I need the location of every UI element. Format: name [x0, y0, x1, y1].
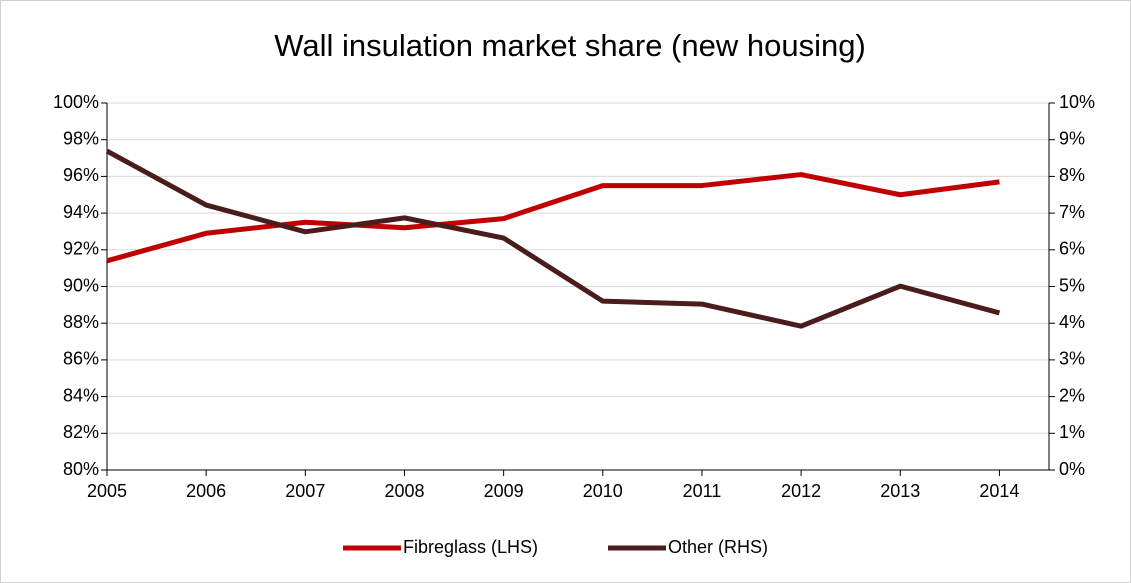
y2-tick-label: 6%	[1059, 239, 1085, 259]
y2-tick-label: 3%	[1059, 349, 1085, 369]
x-tick-label: 2012	[781, 481, 821, 501]
x-tick-label: 2009	[484, 481, 524, 501]
line-series	[106, 172, 1000, 264]
y2-tick-label: 7%	[1059, 202, 1085, 222]
x-tick-label: 2008	[384, 481, 424, 501]
y-tick-label: 92%	[63, 239, 99, 259]
y2-tick-label: 8%	[1059, 165, 1085, 185]
y2-tick-label: 0%	[1059, 459, 1085, 479]
y-tick-label: 86%	[63, 349, 99, 369]
line-series	[105, 148, 1001, 329]
x-tick-label: 2011	[683, 481, 722, 501]
y-tick-label: 80%	[63, 459, 99, 479]
x-tick-label: 2007	[285, 481, 325, 501]
y2-tick-label: 10%	[1059, 92, 1095, 112]
y2-tick-label: 1%	[1059, 422, 1085, 442]
y2-tick-label: 5%	[1059, 275, 1085, 295]
y-tick-label: 96%	[63, 165, 99, 185]
y2-tick-label: 2%	[1059, 385, 1085, 405]
x-tick-label: 2013	[880, 481, 920, 501]
chart-title: Wall insulation market share (new housin…	[274, 28, 866, 63]
y-tick-label: 94%	[63, 202, 99, 222]
y-tick-label: 82%	[63, 422, 99, 442]
y-tick-label: 88%	[63, 312, 99, 332]
y2-tick-label: 9%	[1059, 128, 1085, 148]
x-tick-label: 2010	[583, 481, 623, 501]
y-tick-label: 100%	[53, 92, 99, 112]
x-tick-label: 2014	[979, 481, 1019, 501]
x-tick-label: 2006	[186, 481, 226, 501]
legend-label: Other (RHS)	[668, 537, 768, 557]
x-tick-label: 2005	[87, 481, 127, 501]
y-tick-label: 98%	[63, 128, 99, 148]
y2-tick-label: 4%	[1059, 312, 1085, 332]
y-tick-label: 90%	[63, 275, 99, 295]
legend-label: Fibreglass (LHS)	[403, 537, 538, 557]
y-tick-label: 84%	[63, 385, 99, 405]
